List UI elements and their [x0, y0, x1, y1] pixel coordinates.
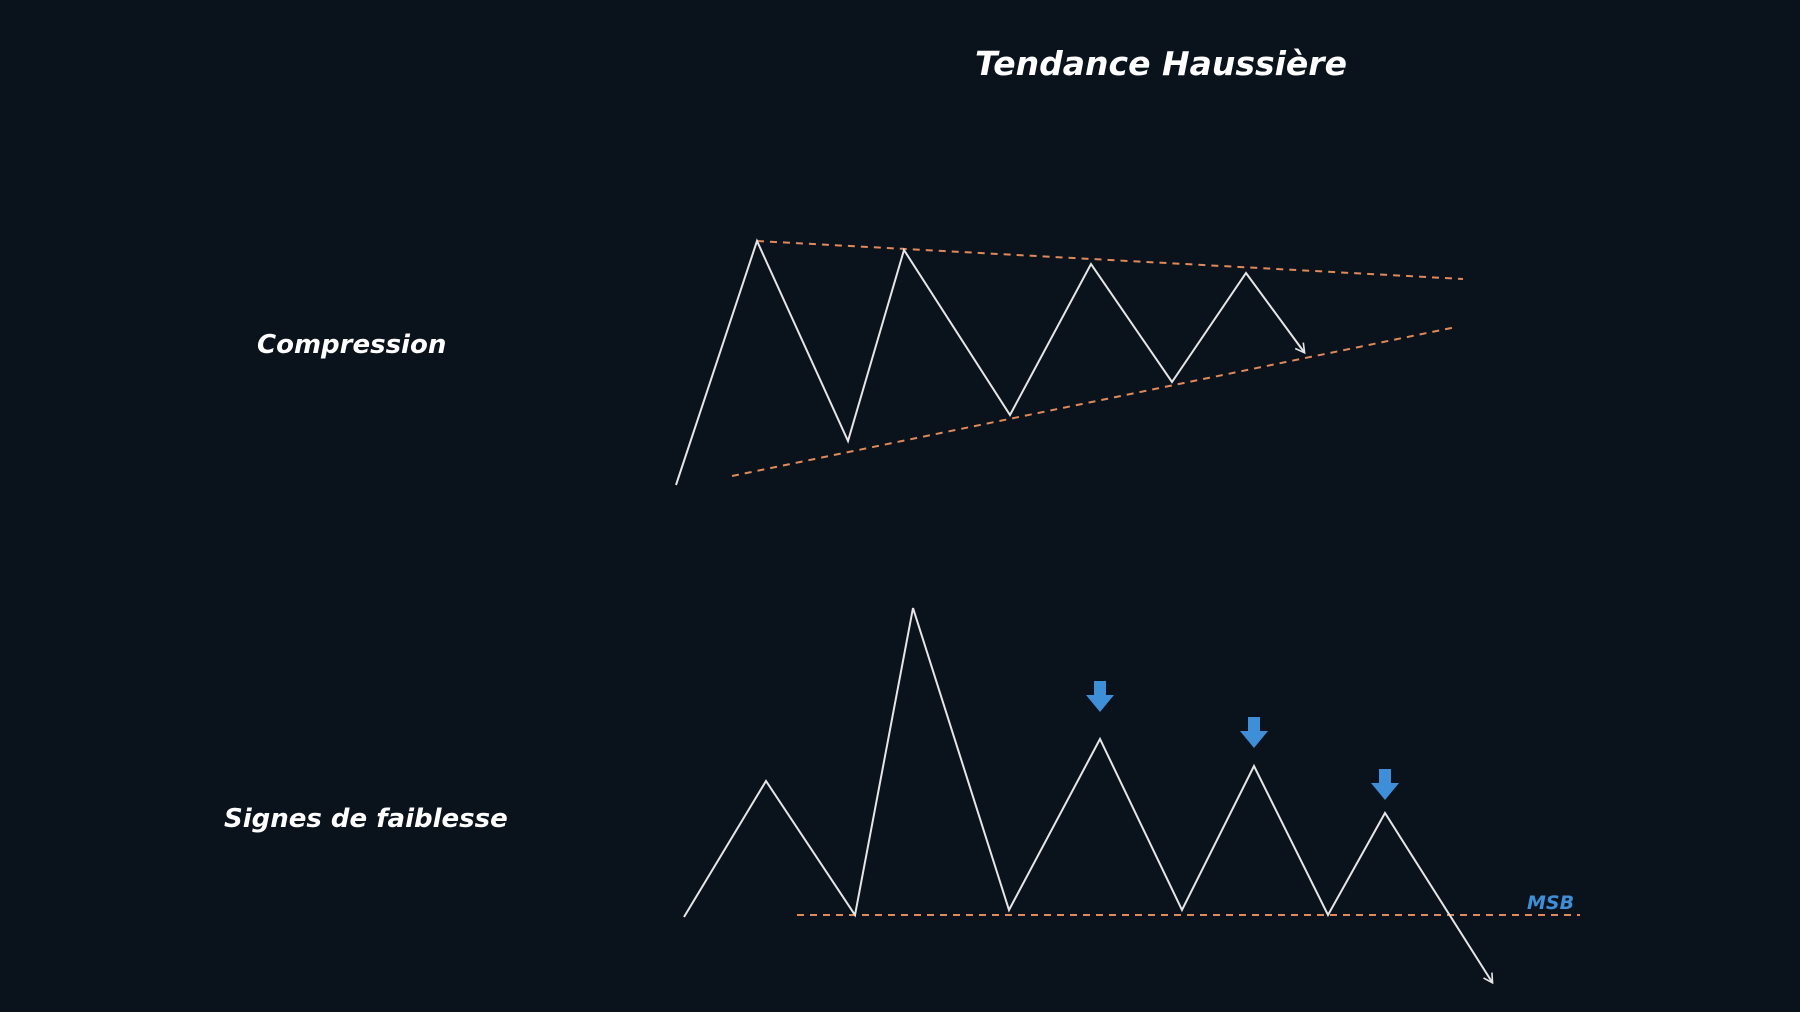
msb-label: MSB — [1527, 892, 1574, 914]
weakness-diagram: MSB — [683, 607, 1580, 985]
arrow-down-icon — [1371, 769, 1399, 800]
compression-upper-trendline — [756, 240, 1464, 280]
weakness-label: Signes de faiblesse — [224, 804, 508, 834]
compression-label: Compression — [257, 330, 447, 360]
arrow-down-icon — [1086, 681, 1114, 712]
compression-price-path — [675, 238, 1306, 486]
compression-diagram — [675, 238, 1464, 486]
arrow-down-icon — [1240, 717, 1268, 748]
compression-lower-trendline — [731, 326, 1457, 477]
weakness-price-path — [683, 607, 1494, 985]
page-title: Tendance Haussière — [975, 44, 1347, 83]
